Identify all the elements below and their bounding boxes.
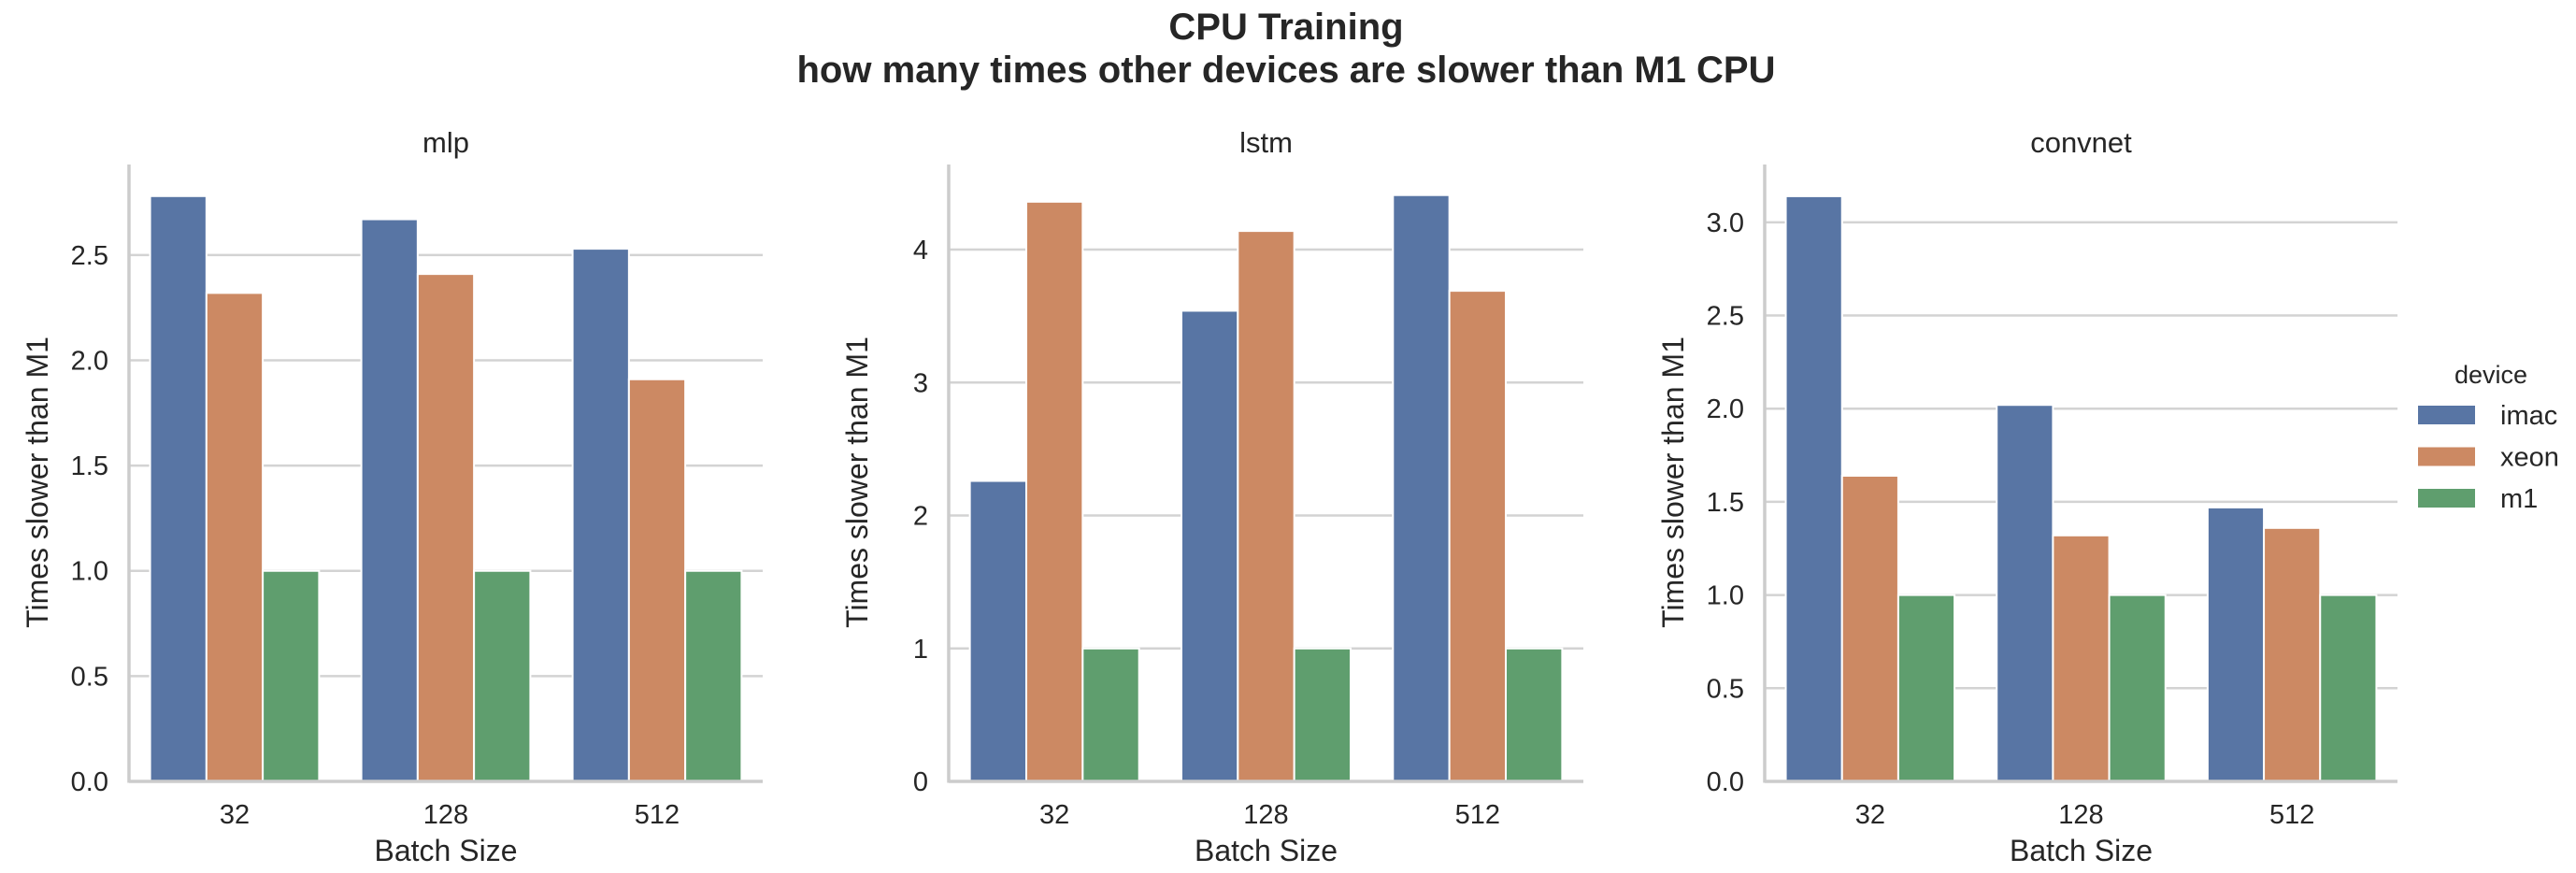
bar-imac-512 — [1392, 193, 1451, 782]
x-tick-label: 128 — [2058, 800, 2103, 830]
bar-m1-32 — [262, 569, 321, 782]
bar-xeon-128 — [2052, 534, 2111, 783]
bar-m1-128 — [473, 569, 532, 782]
legend-item-imac: imac — [2418, 401, 2557, 431]
y-tick-label: 2.0 — [71, 346, 108, 376]
x-tick-label: 512 — [635, 800, 680, 830]
bar-xeon-128 — [416, 273, 476, 782]
legend-swatch — [2418, 447, 2475, 466]
panel-title: mlp — [422, 126, 469, 159]
y-tick-label: 0.0 — [1707, 767, 1744, 797]
y-tick-label: 1 — [913, 635, 928, 665]
y-axis-label: Times slower than M1 — [21, 336, 54, 628]
x-tick-label: 512 — [1455, 800, 1500, 830]
y-axis-label: Times slower than M1 — [1656, 336, 1690, 628]
y-tick-label: 0.0 — [71, 767, 108, 797]
panel-mlp: mlp 0.0 0.5 1.0 1.5 2.0 2.5 32 128 512 Batch Size T… — [21, 126, 763, 867]
bar-imac-128 — [1996, 404, 2054, 782]
bar-imac-32 — [149, 194, 208, 782]
y-tick-label: 2.5 — [1707, 302, 1744, 332]
y-tick-label: 4 — [913, 236, 928, 265]
bar-xeon-32 — [1024, 200, 1084, 783]
x-axis-label: Batch Size — [2010, 834, 2153, 867]
y-tick-label: 1.0 — [71, 557, 108, 587]
bar-xeon-512 — [1448, 290, 1508, 782]
y-tick-label: 0.5 — [71, 662, 108, 692]
x-axis-label: Batch Size — [1195, 834, 1338, 867]
panel-title: convnet — [2030, 126, 2132, 159]
panel-title: lstm — [1239, 126, 1293, 159]
bar-imac-512 — [571, 248, 630, 782]
y-tick-label: 3.0 — [1707, 208, 1744, 238]
y-tick-label: 1.0 — [1707, 581, 1744, 611]
bar-imac-512 — [2206, 506, 2266, 783]
bar-xeon-32 — [1840, 474, 1899, 782]
bar-imac-32 — [968, 479, 1027, 782]
bar-imac-128 — [1180, 309, 1239, 782]
y-axis-label: Times slower than M1 — [840, 336, 874, 628]
x-tick-label: 128 — [1243, 800, 1288, 830]
panel-lstm: lstm 0 1 2 3 4 32 128 512 Batch Size Times slower … — [840, 126, 1583, 867]
bar-m1-32 — [1081, 647, 1140, 782]
x-tick-label: 128 — [423, 800, 468, 830]
bar-m1-512 — [684, 569, 743, 782]
panel-convnet: convnet 0.0 0.5 1.0 1.5 2.0 2.5 3.0 32 128 512 Batc… — [1656, 126, 2397, 867]
x-tick-label: 32 — [220, 800, 250, 830]
bar-m1-32 — [1896, 594, 1956, 783]
y-tick-label: 3 — [913, 368, 928, 398]
bar-m1-512 — [2319, 594, 2378, 783]
legend-title: device — [2454, 361, 2527, 389]
legend-entries: imac xeon m1 — [2418, 401, 2559, 514]
y-tick-label: 1.5 — [71, 451, 108, 481]
x-tick-label: 512 — [2269, 800, 2314, 830]
legend-label: xeon — [2500, 443, 2559, 473]
legend-item-m1: m1 — [2418, 484, 2538, 514]
bar-xeon-32 — [205, 292, 265, 783]
bar-imac-32 — [1784, 194, 1843, 782]
y-tick-label: 0 — [913, 767, 928, 797]
legend-item-xeon: xeon — [2418, 443, 2559, 473]
bar-m1-128 — [2108, 594, 2167, 783]
y-tick-label: 2.0 — [1707, 394, 1744, 424]
legend-label: m1 — [2500, 484, 2538, 514]
bar-xeon-512 — [2263, 526, 2322, 783]
x-tick-label: 32 — [1855, 800, 1885, 830]
x-tick-label: 32 — [1039, 800, 1069, 830]
legend-swatch — [2418, 489, 2475, 508]
x-axis-label: Batch Size — [375, 834, 518, 867]
chart-subtitle: how many times other devices are slower … — [797, 50, 1776, 91]
bar-xeon-128 — [1237, 230, 1295, 783]
bar-imac-128 — [360, 218, 419, 783]
y-tick-label: 0.5 — [1707, 674, 1744, 704]
chart-title: CPU Training — [1168, 7, 1403, 48]
bar-m1-128 — [1293, 647, 1352, 782]
bar-m1-512 — [1505, 647, 1564, 782]
legend: device imac xeon m1 — [2418, 361, 2559, 514]
y-tick-label: 1.5 — [1707, 488, 1744, 518]
bar-xeon-512 — [627, 378, 687, 782]
legend-swatch — [2418, 406, 2475, 424]
y-tick-label: 2 — [913, 502, 928, 532]
legend-label: imac — [2500, 401, 2557, 431]
y-tick-label: 2.5 — [71, 241, 108, 271]
